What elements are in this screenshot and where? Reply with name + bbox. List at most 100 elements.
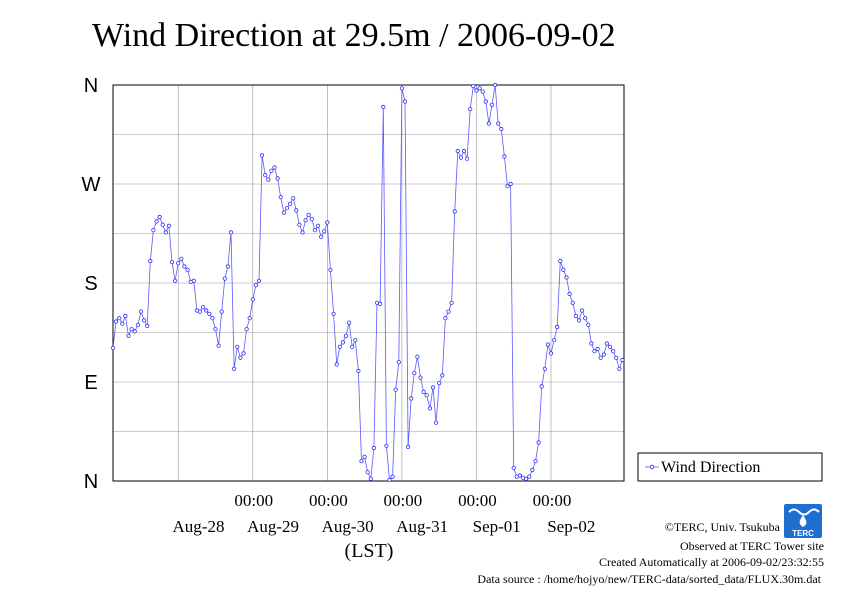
data-point xyxy=(312,228,317,233)
data-point xyxy=(437,380,442,386)
data-point xyxy=(607,344,613,349)
data-point xyxy=(586,322,591,327)
logo-drop-icon xyxy=(799,515,807,527)
data-point xyxy=(464,156,470,161)
data-point xyxy=(132,329,137,334)
x-tick-date-label: Sep-02 xyxy=(547,517,595,536)
data-point xyxy=(219,309,224,314)
data-point xyxy=(492,82,498,88)
x-tick-date-label: Aug-29 xyxy=(247,517,299,536)
data-point xyxy=(179,256,184,261)
data-point xyxy=(173,278,178,283)
data-point xyxy=(430,385,436,390)
data-point xyxy=(337,344,342,349)
data-point xyxy=(396,360,401,365)
data-point xyxy=(322,229,327,234)
data-point xyxy=(201,305,206,310)
data-point xyxy=(567,291,572,297)
x-tick-time-label: 00:00 xyxy=(384,491,423,510)
data-point xyxy=(576,318,582,323)
data-point xyxy=(275,176,280,181)
data-point xyxy=(399,86,404,91)
x-axis-label: (LST) xyxy=(345,540,394,562)
data-point xyxy=(555,324,560,330)
data-point xyxy=(412,371,417,376)
data-point xyxy=(468,107,473,112)
logo-wave-icon xyxy=(788,508,820,516)
data-point xyxy=(216,343,221,348)
data-point xyxy=(446,309,451,314)
data-point xyxy=(157,214,162,220)
data-point xyxy=(284,206,290,211)
data-point xyxy=(387,477,392,482)
data-point xyxy=(269,168,274,173)
data-point xyxy=(334,362,339,367)
terc-logo: TERC xyxy=(784,504,822,538)
data-point xyxy=(278,195,283,200)
data-point xyxy=(530,467,535,473)
data-point xyxy=(579,308,585,313)
data-point xyxy=(365,470,370,475)
data-point xyxy=(573,313,579,319)
data-point xyxy=(371,445,376,451)
data-point xyxy=(244,327,249,332)
data-point xyxy=(197,309,203,314)
data-point xyxy=(592,349,597,354)
data-point xyxy=(523,476,529,481)
data-point xyxy=(440,373,445,378)
data-point xyxy=(508,181,513,187)
data-point xyxy=(247,316,252,321)
footer-observed: Observed at TERC Tower site xyxy=(680,539,824,553)
data-point xyxy=(458,155,463,160)
data-point xyxy=(545,342,551,347)
footer-source: Data source : /home/hojyo/new/TERC-data/… xyxy=(477,572,821,586)
data-point xyxy=(486,121,491,126)
y-tick-label: N xyxy=(84,75,98,97)
data-point xyxy=(300,230,305,235)
data-point xyxy=(474,88,479,93)
data-point xyxy=(595,346,600,352)
data-point xyxy=(461,148,467,154)
data-point xyxy=(471,84,476,89)
data-point xyxy=(449,300,454,305)
data-point xyxy=(614,355,619,360)
legend-entry-wind-direction: Wind Direction xyxy=(661,459,760,476)
data-point xyxy=(148,258,153,264)
data-point xyxy=(477,86,482,91)
y-tick-label: S xyxy=(84,273,97,295)
data-point xyxy=(362,454,367,459)
data-point xyxy=(238,355,243,360)
data-point xyxy=(480,89,485,94)
data-point xyxy=(145,323,150,328)
data-point xyxy=(433,420,439,425)
data-point xyxy=(176,261,181,266)
legend: Wind Direction xyxy=(637,452,823,482)
data-point xyxy=(232,366,237,371)
data-point xyxy=(225,264,230,269)
data-point xyxy=(564,275,569,280)
data-point xyxy=(266,177,271,182)
x-axis-ticks: 00:00 00:00 00:00 00:00 00:00 Aug-28 Aug-29 Aug… xyxy=(173,491,596,536)
data-point xyxy=(114,319,119,324)
data-point xyxy=(263,173,268,178)
plot-area-frame xyxy=(112,84,625,482)
x-tick-time-label: 00:00 xyxy=(533,491,572,510)
data-point xyxy=(356,368,361,374)
data-point xyxy=(135,322,140,327)
data-point xyxy=(228,230,234,235)
data-point xyxy=(496,121,501,126)
data-point xyxy=(250,297,255,302)
data-point xyxy=(259,153,265,158)
x-tick-date-label: Aug-28 xyxy=(173,517,225,536)
data-point xyxy=(511,465,516,470)
footer-copyright: ©TERC, Univ. Tsukuba xyxy=(665,520,781,534)
x-tick-date-label: Aug-30 xyxy=(322,517,374,536)
data-point xyxy=(343,333,349,338)
data-point xyxy=(368,476,373,481)
data-point xyxy=(353,338,358,343)
chart-title: Wind Direction at 29.5m / 2006-09-02 xyxy=(92,17,616,54)
data-point xyxy=(126,333,131,338)
y-axis-ticks: N W S E N xyxy=(82,75,101,493)
x-tick-time-label: 00:00 xyxy=(234,491,273,510)
